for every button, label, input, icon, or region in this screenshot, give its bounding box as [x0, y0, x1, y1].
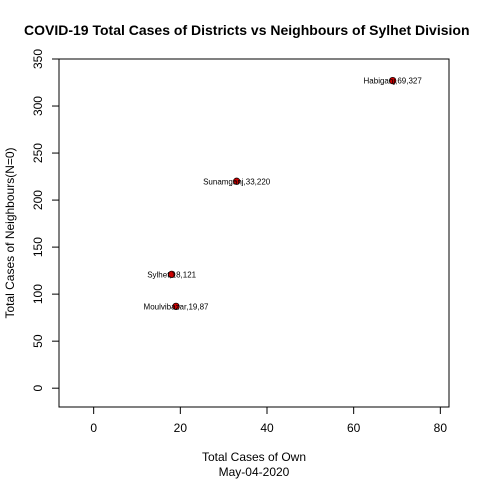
x-tick-label: 40 — [260, 421, 274, 435]
x-tick-label: 80 — [434, 421, 448, 435]
y-tick-label: 150 — [31, 237, 45, 257]
data-points: Habiganj,69,327 Sunamganj,33,220 Sylhet,18… — [144, 77, 423, 312]
data-point — [389, 76, 397, 85]
data-point-label: Moulvibazar,19,87 — [144, 302, 209, 311]
x-tick-label: 20 — [174, 421, 188, 435]
x-axis: 0 20 40 60 80 — [90, 407, 447, 435]
y-tick-label: 50 — [31, 334, 45, 348]
data-point-label: Sylhet,18,121 — [147, 270, 196, 279]
x-tick-label: 0 — [90, 421, 97, 435]
y-axis-label: Total Cases of Neighbours(N=0) — [3, 147, 17, 318]
y-tick-label: 200 — [31, 190, 45, 210]
data-point-label: Habiganj,69,327 — [364, 77, 423, 86]
data-point — [233, 177, 241, 185]
chart-title: COVID-19 Total Cases of Districts vs Nei… — [24, 22, 470, 38]
y-tick-label: 250 — [31, 143, 45, 163]
x-axis-label: Total Cases of Own — [202, 450, 306, 464]
y-tick-label: 350 — [31, 49, 45, 69]
y-axis: 0 50 100 150 200 250 300 350 — [31, 49, 59, 392]
x-axis-sublabel: May-04-2020 — [219, 465, 290, 479]
plot-frame — [58, 58, 450, 408]
y-tick-label: 100 — [31, 284, 45, 304]
x-tick-label: 60 — [347, 421, 361, 435]
data-point-label: Sunamganj,33,220 — [203, 177, 271, 186]
data-point — [168, 270, 176, 279]
data-point — [172, 302, 180, 311]
y-tick-label: 0 — [31, 385, 45, 392]
y-tick-label: 300 — [31, 96, 45, 116]
